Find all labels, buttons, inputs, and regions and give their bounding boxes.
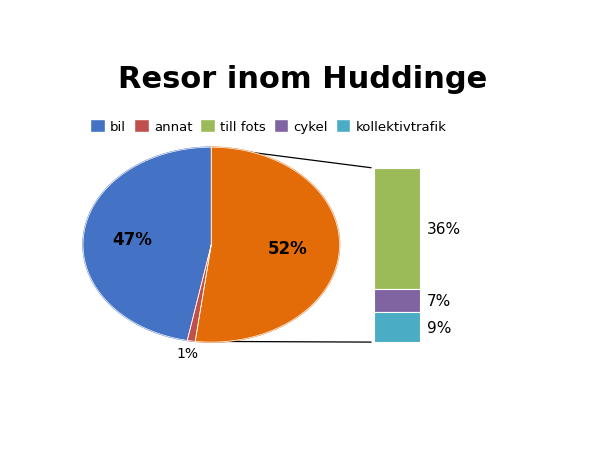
Text: 47%: 47% [112, 230, 152, 249]
Legend: bil, annat, till fots, cykel, kollektivtrafik: bil, annat, till fots, cykel, kollektivt… [85, 115, 452, 139]
Polygon shape [187, 245, 212, 341]
Text: 9%: 9% [427, 320, 451, 335]
Bar [374, 312, 420, 342]
Polygon shape [83, 148, 212, 341]
Text: 1%: 1% [176, 346, 198, 360]
Polygon shape [195, 148, 339, 342]
Text: 52%: 52% [268, 240, 308, 258]
Bar [374, 289, 420, 312]
Text: 7%: 7% [427, 293, 451, 308]
Bar [374, 169, 420, 289]
Text: 36%: 36% [427, 221, 460, 236]
Text: Resor inom Huddinge: Resor inom Huddinge [118, 64, 488, 93]
